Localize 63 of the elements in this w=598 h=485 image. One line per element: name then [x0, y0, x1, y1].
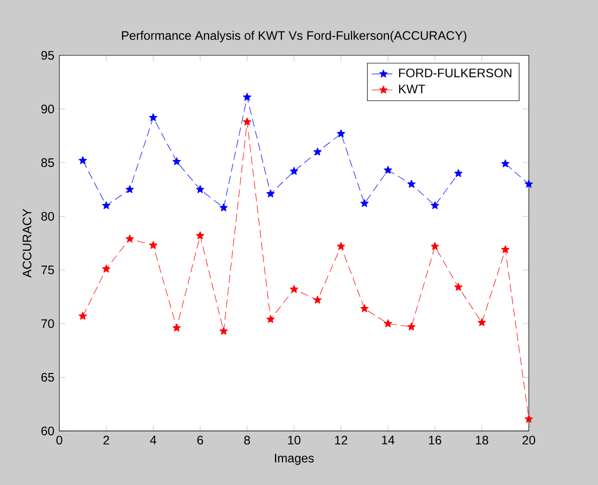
point	[149, 240, 158, 249]
y-tick-label: 60	[41, 426, 54, 436]
point	[172, 157, 181, 166]
point	[478, 318, 486, 326]
point	[384, 166, 392, 174]
point	[266, 189, 275, 198]
point	[407, 180, 416, 188]
x-tick-label: 16	[429, 436, 442, 444]
chart-title: Performance Analysis of KWT Vs Ford-Fulkerson(ACCURACY)	[122, 30, 466, 42]
point	[78, 156, 87, 164]
point	[196, 184, 204, 193]
point	[219, 326, 228, 335]
point	[360, 198, 369, 207]
point	[149, 113, 158, 122]
point	[102, 201, 110, 210]
point	[430, 201, 440, 210]
point	[78, 312, 87, 320]
point	[102, 264, 110, 272]
point	[336, 129, 346, 138]
point	[524, 180, 533, 188]
point	[430, 242, 440, 250]
point	[172, 323, 181, 332]
x-tick-label: 20	[522, 436, 536, 444]
y-tick-label: 70	[41, 319, 54, 328]
point	[336, 242, 346, 250]
point	[501, 245, 510, 254]
point	[454, 168, 463, 177]
x-tick-label: 14	[382, 436, 394, 444]
point	[290, 166, 298, 175]
point	[454, 282, 463, 291]
point	[219, 203, 228, 212]
point	[126, 184, 134, 193]
point	[313, 295, 322, 304]
x-tick-label: 4	[150, 436, 156, 444]
point	[407, 322, 416, 330]
x-tick-label: 8	[244, 436, 250, 444]
x-tick-label: 0	[56, 436, 62, 444]
point	[290, 284, 298, 293]
point	[242, 92, 252, 101]
y-tick-label: 65	[41, 372, 54, 382]
y-axis-title: ACCURACY	[22, 208, 32, 278]
y-tick-label: 90	[41, 104, 54, 114]
x-tick-label: 6	[197, 436, 204, 444]
legend-label: FORD-FULKERSON	[399, 68, 512, 78]
x-tick-label: 18	[476, 436, 488, 444]
point	[313, 147, 322, 156]
point	[196, 231, 204, 240]
point	[126, 234, 134, 242]
point	[266, 314, 275, 323]
legend-label: KWT	[399, 84, 426, 94]
x-tick-label: 10	[288, 436, 300, 444]
x-tick-label: 2	[103, 436, 110, 444]
point	[524, 414, 533, 423]
y-tick-label: 95	[41, 50, 54, 60]
y-tick-label: 75	[41, 266, 54, 274]
point	[384, 319, 392, 328]
y-tick-label: 85	[41, 158, 54, 167]
x-axis-title: Images	[275, 454, 314, 465]
point	[360, 304, 369, 312]
y-tick-label: 80	[41, 212, 54, 221]
point	[242, 117, 252, 126]
x-tick-label: 12	[335, 436, 348, 444]
point	[501, 159, 510, 168]
